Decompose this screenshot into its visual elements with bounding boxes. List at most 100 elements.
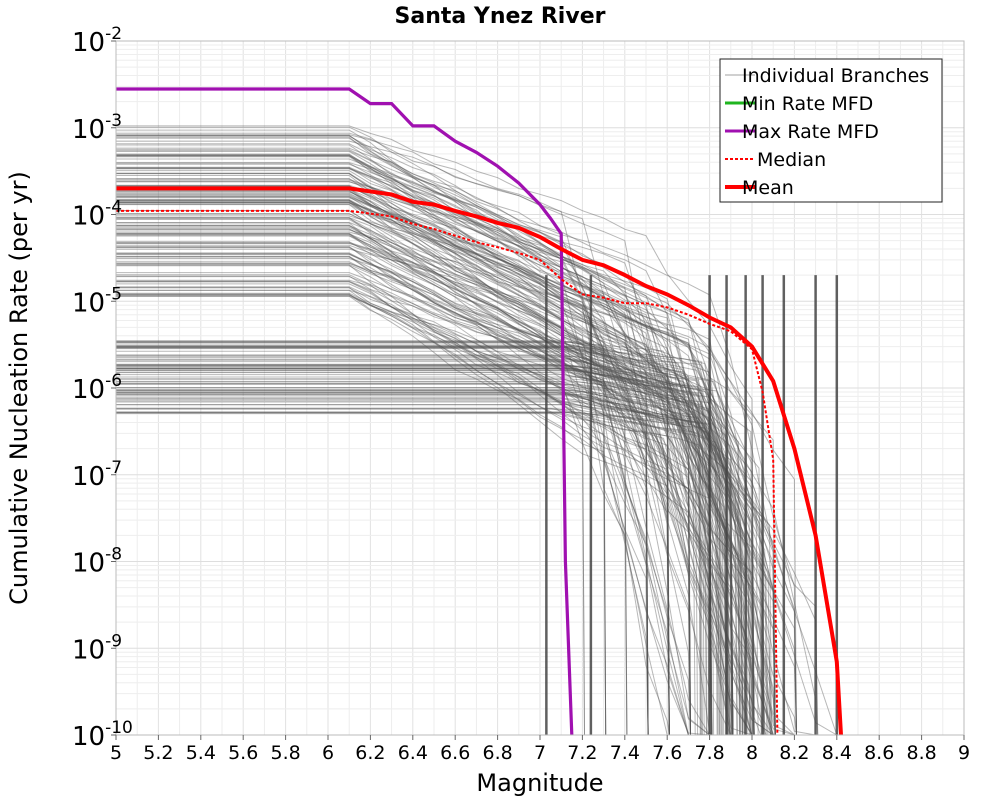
branch-line <box>116 356 776 736</box>
branch-line <box>116 348 725 736</box>
branch-line <box>116 219 649 736</box>
branch-line <box>116 167 607 736</box>
branch-line <box>116 256 712 736</box>
branch-line <box>116 256 819 736</box>
branch-line <box>116 398 746 736</box>
branch-line <box>116 378 733 736</box>
branch-line <box>116 347 732 736</box>
branch-line <box>116 194 734 736</box>
branch-line <box>116 217 818 736</box>
branch-line <box>116 264 755 736</box>
branch-line <box>116 276 755 736</box>
branch-line <box>116 286 691 736</box>
x-tick-label: 9 <box>958 742 970 764</box>
branch-line <box>116 400 746 736</box>
branch-line <box>116 347 763 736</box>
branch-line <box>116 341 771 736</box>
branch-line <box>116 387 738 736</box>
branch-line <box>116 154 649 736</box>
individual-branches <box>116 125 839 736</box>
x-tick-label: 6 <box>322 742 334 764</box>
branch-line <box>116 368 741 736</box>
x-tick-label: 5 <box>110 742 122 764</box>
branch-line <box>116 258 734 736</box>
branch-line <box>116 374 738 736</box>
branch-line <box>116 158 734 736</box>
y-axis-label: Cumulative Nucleation Rate (per yr) <box>5 171 33 605</box>
branch-line <box>116 150 755 736</box>
branch-line <box>116 283 776 736</box>
x-tick-label: 6.4 <box>398 742 428 764</box>
branch-line <box>116 371 763 736</box>
x-tick-label: 8.8 <box>906 742 936 764</box>
branch-line <box>116 241 691 736</box>
branch-line <box>116 398 715 736</box>
branch-line <box>116 255 734 736</box>
branch-line <box>116 235 839 736</box>
branch-line <box>116 363 767 736</box>
branch-line <box>116 201 734 736</box>
branch-line <box>116 185 734 736</box>
branch-line <box>116 170 734 736</box>
branch-line <box>116 242 670 736</box>
branch-line <box>116 224 649 736</box>
branch-line <box>116 344 710 736</box>
branch-line <box>116 355 728 736</box>
branch-line <box>116 155 691 736</box>
x-tick-label: 8.2 <box>779 742 809 764</box>
branch-line <box>116 253 776 736</box>
branch-line <box>116 253 797 736</box>
branch-line <box>116 372 702 736</box>
legend-label: Mean <box>742 177 794 199</box>
branch-line <box>116 341 749 736</box>
series-max-rate-mfd <box>116 87 574 736</box>
branch-line <box>116 281 607 736</box>
branch-line <box>116 378 720 736</box>
branch-line <box>116 345 727 736</box>
branch-line <box>116 129 755 736</box>
x-tick-label: 7.6 <box>652 742 682 764</box>
branch-line <box>116 188 670 736</box>
branch-line <box>116 167 691 736</box>
branch-line <box>116 391 752 736</box>
branch-line <box>116 202 839 736</box>
branch-line <box>116 293 649 736</box>
branch-line <box>116 412 730 736</box>
branch-line <box>116 213 670 736</box>
legend-label: Median <box>757 149 826 171</box>
branch-line <box>116 225 628 736</box>
branch-line <box>116 246 670 736</box>
y-tick-exponent: -4 <box>105 198 122 218</box>
branch-line <box>116 222 670 736</box>
branch-line <box>116 401 712 736</box>
x-tick-label: 8 <box>746 742 758 764</box>
branch-line <box>116 341 699 736</box>
x-tick-label: 6.8 <box>482 742 512 764</box>
branch-line <box>116 287 776 736</box>
branch-line <box>116 248 734 736</box>
branch-line <box>116 354 729 736</box>
y-tick-exponent: -7 <box>105 458 122 478</box>
x-tick-label: 8.6 <box>864 742 894 764</box>
branch-line <box>116 217 691 736</box>
branch-line <box>116 358 762 736</box>
branch-line <box>116 387 728 736</box>
branch-line <box>116 188 734 736</box>
branch-line <box>116 203 670 736</box>
branch-line <box>116 412 721 736</box>
branch-line <box>116 226 755 736</box>
branch-line <box>116 233 585 736</box>
branch-line <box>116 404 702 736</box>
branch-line <box>116 408 727 736</box>
legend-box <box>719 58 943 203</box>
legend-label: Max Rate MFD <box>742 121 879 143</box>
branch-line <box>116 231 649 736</box>
branch-line <box>116 281 797 736</box>
branch-line <box>116 392 708 736</box>
branch-line <box>116 228 670 736</box>
branch-line <box>116 262 670 736</box>
branch-line <box>116 136 670 736</box>
branch-line <box>116 287 755 736</box>
branch-line <box>116 272 712 736</box>
x-axis-label: Magnitude <box>476 769 603 797</box>
